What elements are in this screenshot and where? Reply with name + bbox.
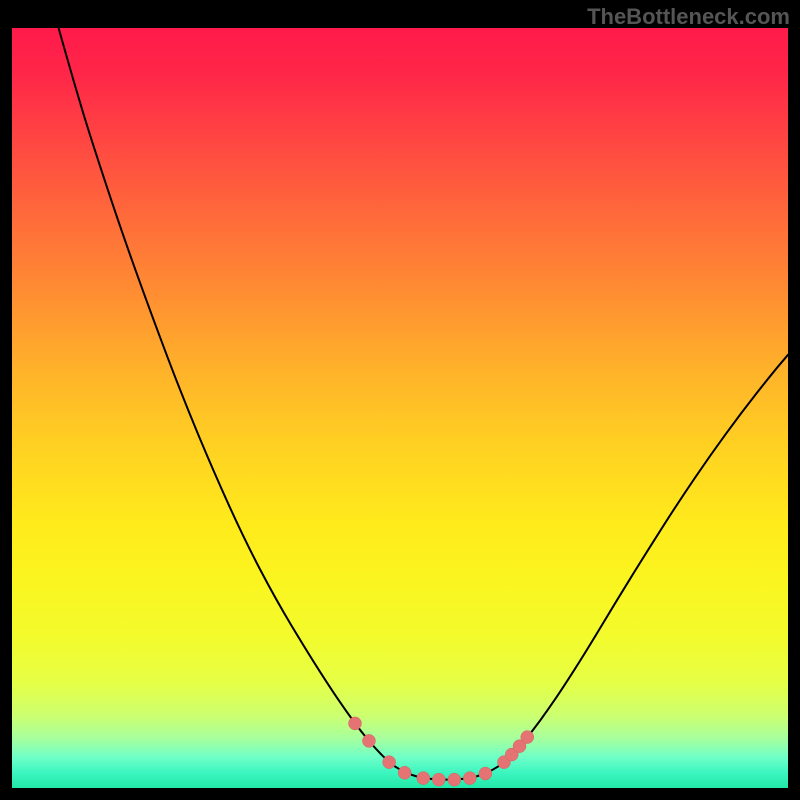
curve-marker: [479, 767, 492, 780]
curve-marker: [463, 772, 476, 785]
curve-marker: [348, 717, 361, 730]
gradient-background: [12, 28, 788, 788]
curve-marker: [362, 734, 375, 747]
curve-marker: [521, 731, 534, 744]
bottleneck-chart-svg: [12, 28, 788, 788]
curve-marker: [417, 772, 430, 785]
curve-marker: [398, 766, 411, 779]
chart-container: TheBottleneck.com: [0, 0, 800, 800]
curve-marker: [448, 773, 461, 786]
plot-area: [12, 28, 788, 788]
curve-marker: [432, 773, 445, 786]
watermark-text: TheBottleneck.com: [587, 4, 790, 30]
curve-marker: [383, 756, 396, 769]
